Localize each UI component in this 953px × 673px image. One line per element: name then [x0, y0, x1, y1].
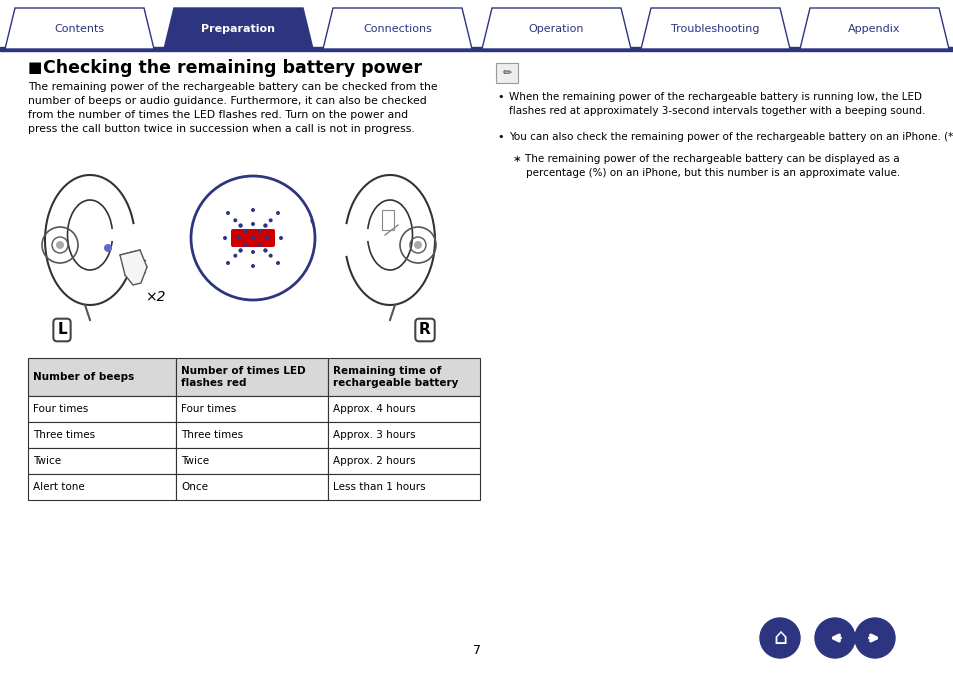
- Text: Three times: Three times: [181, 430, 243, 440]
- Bar: [328, 396, 479, 422]
- Bar: [175, 448, 328, 474]
- Circle shape: [251, 236, 254, 240]
- Circle shape: [265, 236, 269, 240]
- Text: Three times: Three times: [33, 430, 95, 440]
- Circle shape: [278, 236, 283, 240]
- Circle shape: [238, 223, 242, 227]
- Text: Once: Once: [181, 482, 208, 492]
- Circle shape: [233, 254, 237, 258]
- Circle shape: [263, 248, 267, 252]
- Text: Operation: Operation: [528, 24, 583, 34]
- Circle shape: [238, 248, 242, 252]
- Text: Less than 1 hours: Less than 1 hours: [333, 482, 425, 492]
- Circle shape: [104, 244, 112, 252]
- Text: ∗ The remaining power of the rechargeable battery can be displayed as a
    perc: ∗ The remaining power of the rechargeabl…: [513, 154, 900, 178]
- FancyBboxPatch shape: [496, 63, 517, 83]
- Circle shape: [275, 261, 280, 265]
- Text: Number of times LED
flashes red: Number of times LED flashes red: [181, 366, 305, 388]
- Bar: [381, 210, 394, 230]
- Polygon shape: [481, 8, 630, 49]
- Circle shape: [275, 211, 280, 215]
- Text: Four times: Four times: [181, 404, 236, 414]
- FancyBboxPatch shape: [231, 229, 274, 247]
- Text: Twice: Twice: [181, 456, 209, 466]
- Text: Twice: Twice: [33, 456, 61, 466]
- Circle shape: [760, 618, 800, 658]
- Text: Contents: Contents: [54, 24, 105, 34]
- Bar: [175, 396, 328, 422]
- Text: Preparation: Preparation: [201, 24, 275, 34]
- Circle shape: [814, 618, 854, 658]
- Circle shape: [251, 222, 254, 226]
- Bar: [28, 422, 175, 448]
- Text: ■: ■: [28, 61, 42, 75]
- Circle shape: [238, 223, 242, 227]
- Text: When the remaining power of the rechargeable battery is running low, the LED
fla: When the remaining power of the recharge…: [509, 92, 924, 116]
- Polygon shape: [640, 8, 789, 49]
- Bar: [28, 474, 175, 500]
- Circle shape: [233, 218, 237, 222]
- Text: Approx. 4 hours: Approx. 4 hours: [333, 404, 416, 414]
- Circle shape: [236, 236, 241, 240]
- Text: The remaining power of the rechargeable battery can be checked from the
number o: The remaining power of the rechargeable …: [28, 82, 437, 134]
- Circle shape: [414, 241, 421, 249]
- Bar: [175, 358, 328, 396]
- Circle shape: [244, 243, 248, 247]
- Bar: [28, 396, 175, 422]
- Polygon shape: [5, 8, 153, 49]
- Text: Troubleshooting: Troubleshooting: [671, 24, 759, 34]
- Circle shape: [854, 618, 894, 658]
- Circle shape: [244, 229, 248, 233]
- Circle shape: [226, 261, 230, 265]
- Bar: [175, 422, 328, 448]
- Text: Number of beeps: Number of beeps: [33, 372, 134, 382]
- Bar: [328, 358, 479, 396]
- Circle shape: [258, 243, 262, 247]
- Text: ×2: ×2: [145, 290, 165, 304]
- Text: 7: 7: [473, 643, 480, 656]
- Text: •: •: [497, 92, 503, 102]
- Text: ✏: ✏: [502, 68, 511, 78]
- Text: Remaining time of
rechargeable battery: Remaining time of rechargeable battery: [333, 366, 457, 388]
- Text: You can also check the remaining power of the rechargeable battery on an iPhone.: You can also check the remaining power o…: [509, 132, 953, 142]
- Circle shape: [251, 208, 254, 212]
- Text: Approx. 3 hours: Approx. 3 hours: [333, 430, 416, 440]
- Circle shape: [263, 223, 267, 227]
- Bar: [328, 474, 479, 500]
- Bar: [28, 448, 175, 474]
- Text: Four times: Four times: [33, 404, 89, 414]
- Circle shape: [258, 229, 262, 233]
- Polygon shape: [800, 8, 948, 49]
- Bar: [328, 448, 479, 474]
- Circle shape: [251, 264, 254, 268]
- Circle shape: [56, 241, 64, 249]
- Text: Connections: Connections: [363, 24, 432, 34]
- Circle shape: [251, 250, 254, 254]
- Text: Appendix: Appendix: [847, 24, 900, 34]
- Circle shape: [223, 236, 227, 240]
- Bar: [28, 358, 175, 396]
- Circle shape: [226, 211, 230, 215]
- Bar: [0, 47, 953, 51]
- Text: Alert tone: Alert tone: [33, 482, 85, 492]
- Bar: [328, 422, 479, 448]
- Circle shape: [251, 236, 254, 240]
- Text: R: R: [418, 322, 431, 337]
- Text: ⌂: ⌂: [772, 628, 786, 648]
- Polygon shape: [164, 8, 313, 49]
- Circle shape: [263, 223, 267, 227]
- Text: Checking the remaining battery power: Checking the remaining battery power: [43, 59, 421, 77]
- Bar: [175, 474, 328, 500]
- Circle shape: [269, 254, 273, 258]
- Text: L: L: [57, 322, 67, 337]
- Polygon shape: [323, 8, 472, 49]
- Circle shape: [269, 218, 273, 222]
- Text: •: •: [497, 132, 503, 142]
- Circle shape: [238, 248, 242, 252]
- Polygon shape: [120, 250, 147, 285]
- Text: Approx. 2 hours: Approx. 2 hours: [333, 456, 416, 466]
- Circle shape: [263, 248, 267, 252]
